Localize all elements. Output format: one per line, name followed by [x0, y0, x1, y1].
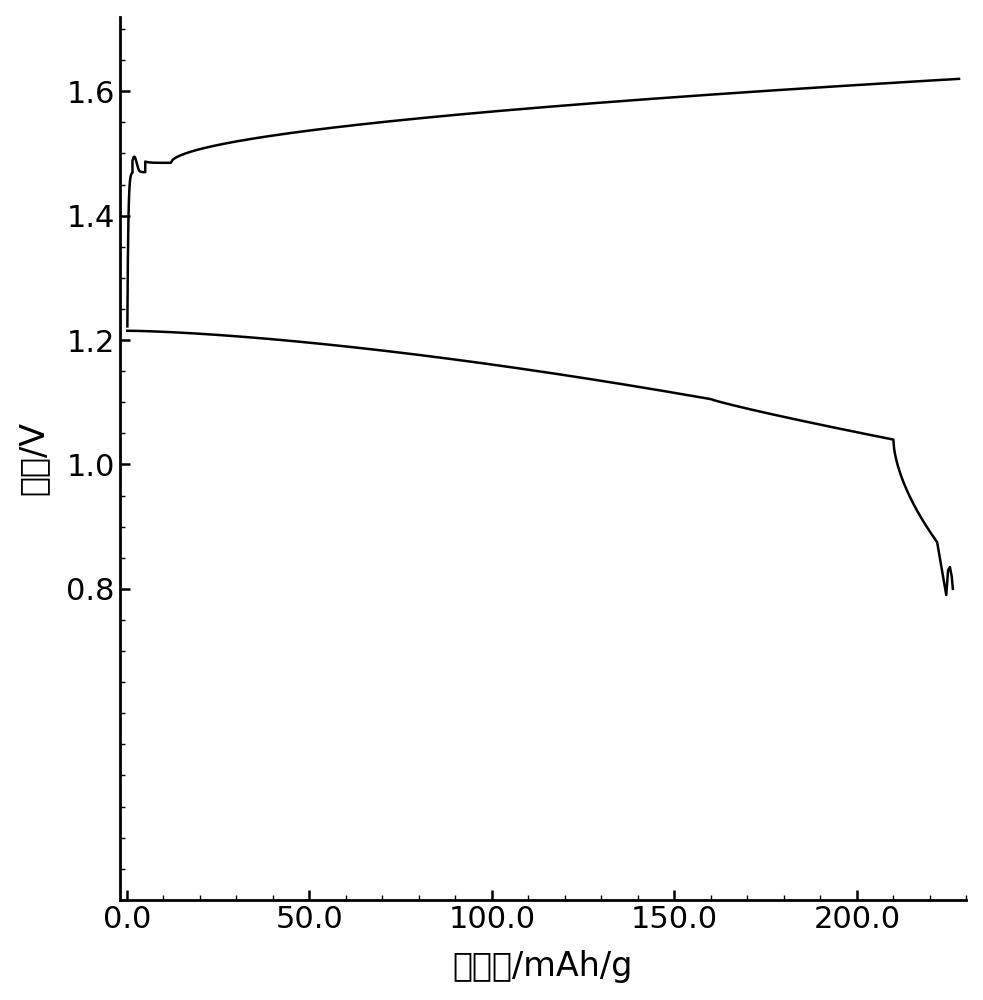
Y-axis label: 电压/V: 电压/V	[17, 421, 50, 495]
X-axis label: 比容量/mAh/g: 比容量/mAh/g	[453, 950, 633, 983]
